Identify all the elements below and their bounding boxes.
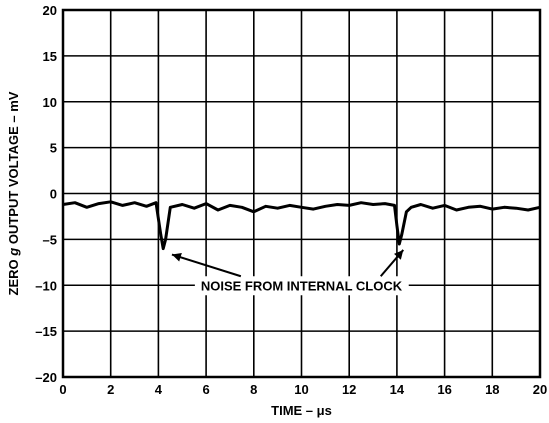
annotation-text: NOISE FROM INTERNAL CLOCK xyxy=(201,278,403,293)
x-tick-label: 14 xyxy=(390,382,405,397)
annotation: NOISE FROM INTERNAL CLOCK xyxy=(194,276,409,296)
y-axis-label-part1: ZERO xyxy=(6,256,21,296)
annotation-background xyxy=(194,276,409,296)
annotation-arrow-line xyxy=(171,253,242,278)
y-tick-label: 5 xyxy=(50,141,57,156)
x-tick-label: 12 xyxy=(342,382,356,397)
y-axis-label-italic-g: g xyxy=(6,248,21,257)
x-tick-labels: 0 2 4 6 8 10 12 14 16 18 20 xyxy=(59,382,547,397)
y-tick-labels: 20 15 10 5 0 –5 –10 –15 –20 xyxy=(35,3,57,385)
grid xyxy=(63,10,540,377)
y-tick-label: –10 xyxy=(35,278,57,293)
y-tick-label: –15 xyxy=(35,324,57,339)
x-tick-label: 10 xyxy=(294,382,308,397)
annotation-arrowhead xyxy=(394,249,404,260)
y-axis-label: ZERO g OUTPUT VOLTAGE – mV xyxy=(6,91,21,295)
y-axis-label-part2: OUTPUT VOLTAGE – mV xyxy=(6,91,21,248)
x-tick-label: 8 xyxy=(250,382,257,397)
x-tick-label: 18 xyxy=(485,382,499,397)
y-tick-label: –20 xyxy=(35,370,57,385)
x-tick-label: 20 xyxy=(533,382,547,397)
plot-frame xyxy=(61,8,542,379)
y-tick-label: 10 xyxy=(43,95,57,110)
x-tick-label: 2 xyxy=(107,382,114,397)
annotation-arrowhead xyxy=(171,252,182,262)
x-tick-label: 0 xyxy=(59,382,66,397)
x-axis-label: TIME – μs xyxy=(271,403,332,418)
y-tick-label: 0 xyxy=(50,187,57,202)
x-tick-label: 16 xyxy=(437,382,451,397)
x-tick-label: 6 xyxy=(202,382,209,397)
y-tick-label: 15 xyxy=(43,49,57,64)
y-tick-label: –5 xyxy=(43,232,57,247)
series-line xyxy=(62,200,541,251)
x-tick-label: 4 xyxy=(155,382,163,397)
series-layer xyxy=(62,200,541,251)
y-tick-label: 20 xyxy=(43,3,57,18)
annotation-arrows xyxy=(171,249,405,278)
